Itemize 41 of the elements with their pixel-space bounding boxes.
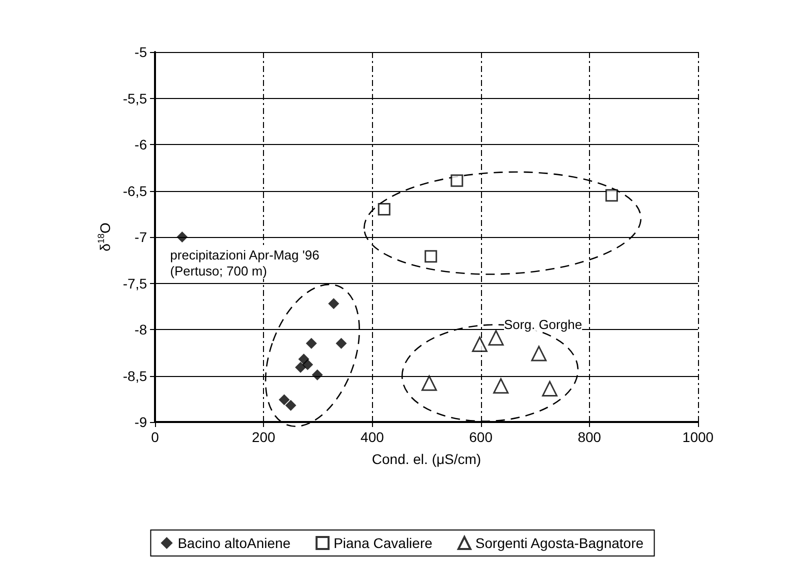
point	[295, 362, 306, 373]
point	[424, 250, 438, 263]
point	[312, 369, 323, 380]
legend-label: Bacino altoAniene	[178, 535, 291, 551]
x-tick-label: 1000	[682, 429, 714, 445]
point	[421, 375, 437, 391]
legend-label: Sorgenti Agosta-Bagnatore	[475, 535, 644, 551]
point	[450, 174, 464, 187]
x-tick-label: 200	[252, 429, 276, 445]
point	[493, 378, 509, 394]
point	[488, 330, 504, 346]
y-tick-label: -5	[134, 44, 148, 60]
x-tick-label: 0	[151, 429, 160, 445]
point	[278, 394, 290, 406]
y-tick-label: -6,5	[122, 182, 148, 199]
annotation: Sorg. Gorghe	[504, 316, 582, 332]
point	[542, 380, 558, 396]
y-tick-label: -6	[134, 136, 148, 152]
point	[306, 338, 317, 349]
point	[336, 338, 347, 349]
y-tick-label: -5,5	[122, 90, 148, 106]
y-tick-label: -8	[134, 322, 148, 338]
y-tick-label: -9	[134, 414, 148, 430]
y-tick-label: -8,5	[122, 368, 148, 384]
point	[378, 203, 390, 216]
x-tick-label: 800	[578, 429, 602, 445]
point	[472, 336, 488, 352]
y-tick-label: -7	[134, 229, 148, 245]
point	[328, 298, 340, 310]
point	[302, 359, 314, 370]
x-axis-title: Cond. el. (μS/cm)	[372, 451, 482, 467]
x-tick-label: 400	[360, 429, 384, 445]
annotation: precipitazioni Apr-Mag '96 (Pertuso; 700 m)	[170, 248, 320, 278]
point	[176, 232, 188, 242]
x-tick-label: 600	[469, 429, 493, 445]
point	[605, 189, 618, 202]
y-tick-label: -7,5	[122, 275, 148, 292]
y-axis-title: δ18O	[96, 222, 113, 252]
point	[531, 346, 547, 362]
point	[285, 400, 296, 411]
legend-label: Piana Cavaliere	[334, 535, 433, 551]
